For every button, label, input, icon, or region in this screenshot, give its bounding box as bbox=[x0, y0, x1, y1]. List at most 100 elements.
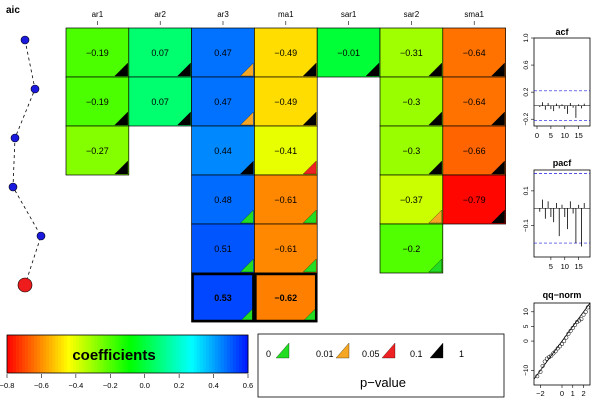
colorbar-stripe bbox=[88, 335, 92, 373]
coef-cell: 0.47 bbox=[191, 27, 255, 78]
column-header-ar2: ar2 bbox=[154, 10, 166, 19]
pvalue-triangle bbox=[428, 111, 442, 126]
colorbar-stripe bbox=[154, 335, 159, 373]
colorbar-stripe bbox=[157, 335, 162, 373]
colorbar-stripe bbox=[163, 335, 168, 373]
coef-cell: −0.19 bbox=[65, 27, 130, 78]
colorbar-stripe bbox=[226, 335, 231, 373]
pvalue-swatch bbox=[335, 342, 350, 359]
aic-panel: aic bbox=[6, 5, 46, 293]
pvalue-triangle bbox=[302, 258, 317, 273]
colorbar-stripe bbox=[94, 335, 98, 373]
colorbar-stripe bbox=[112, 335, 116, 373]
qq-reference-line bbox=[533, 302, 591, 380]
coef-value: −0.31 bbox=[400, 48, 423, 58]
colorbar-stripe bbox=[103, 335, 107, 373]
qq-ytick-label: −10 bbox=[523, 364, 530, 375]
coef-value: 0.48 bbox=[214, 195, 232, 205]
coef-cell-fill bbox=[442, 174, 506, 225]
coef-value: 0.44 bbox=[214, 146, 232, 156]
coef-value: −0.19 bbox=[86, 48, 109, 58]
colorbar-stripe bbox=[67, 335, 71, 373]
colorbar-stripe bbox=[22, 335, 26, 373]
qq-point bbox=[564, 335, 569, 340]
qq-xtick-label: 2 bbox=[581, 389, 585, 398]
coef-cell: 0.47 bbox=[191, 76, 255, 127]
acf_panel-xtick-label: 10 bbox=[561, 131, 569, 140]
acf_panel-xtick-label: 0 bbox=[535, 131, 539, 140]
qq-point bbox=[535, 374, 540, 379]
coef-cell-fill bbox=[65, 125, 130, 176]
colorbar-tick-label: −0.8 bbox=[0, 381, 14, 390]
colorbar-stripe bbox=[241, 335, 246, 373]
qq-point bbox=[579, 317, 584, 322]
qq-point bbox=[562, 339, 567, 344]
colorbar-stripe bbox=[244, 335, 249, 373]
acf_panel-ytick-label: 0.6 bbox=[523, 60, 530, 69]
qq-point bbox=[585, 305, 590, 310]
colorbar-stripe bbox=[55, 335, 59, 373]
coef-cell: −0.64 bbox=[442, 27, 506, 78]
coef-value: −0.19 bbox=[86, 97, 109, 107]
colorbar-stripe bbox=[64, 335, 68, 373]
colorbar-stripe bbox=[61, 335, 65, 373]
qq-ytick-label: 5 bbox=[523, 324, 530, 328]
aic-point bbox=[20, 35, 30, 45]
qq-point bbox=[559, 341, 565, 347]
colorbar-stripe bbox=[13, 335, 17, 373]
pacf_panel-ytick-label: 0.1 bbox=[523, 186, 530, 195]
colorbar-stripe bbox=[118, 335, 122, 373]
colorbar-tick-label: 0.0 bbox=[139, 381, 149, 390]
pvalue-triangle bbox=[365, 62, 380, 77]
pvalue-triangle bbox=[302, 209, 317, 224]
column-header-ar1: ar1 bbox=[92, 10, 104, 19]
qq-point bbox=[551, 351, 556, 356]
colorbar-stripe bbox=[16, 335, 20, 373]
column-header-sar2: sar2 bbox=[404, 10, 420, 19]
coef-cell-fill bbox=[128, 76, 192, 127]
acf_panel-ytick-label: 0.2 bbox=[523, 87, 530, 96]
pvalue-triangle bbox=[491, 111, 505, 126]
qq-ytick-label: 0 bbox=[523, 339, 530, 343]
coef-value: 0.53 bbox=[214, 293, 232, 303]
coef-cell: −0.61 bbox=[254, 174, 318, 225]
aic-point bbox=[36, 231, 46, 241]
qq-point bbox=[566, 331, 571, 336]
coef-value: 0.47 bbox=[214, 97, 232, 107]
colorbar-stripe bbox=[127, 335, 131, 373]
colorbar-stripe bbox=[58, 335, 62, 373]
coef-cell: 0.44 bbox=[191, 125, 255, 176]
colorbar-tick-label: 0.6 bbox=[243, 381, 253, 390]
coef-value: −0.01 bbox=[337, 48, 360, 58]
coef-cell: 0.53 bbox=[191, 272, 255, 323]
coef-cell: −0.66 bbox=[442, 125, 506, 176]
qq-point bbox=[538, 369, 543, 374]
pacf_panel-xtick-label: 15 bbox=[574, 262, 582, 271]
column-header-sar1: sar1 bbox=[341, 10, 357, 19]
coef-value: −0.37 bbox=[400, 195, 423, 205]
acf-panel: acf −0.2 0.2 0.6 1.0 0 5 10 15 bbox=[523, 27, 591, 140]
pvalue-triangle bbox=[114, 62, 128, 77]
pvalue-title: p−value bbox=[360, 375, 406, 390]
colorbar-stripe bbox=[70, 335, 74, 373]
colorbar-stripe bbox=[28, 335, 32, 373]
pvalue-triangle bbox=[240, 209, 254, 224]
colorbar-stripe bbox=[205, 335, 210, 373]
colorbar-stripe bbox=[169, 335, 174, 373]
coef-value: −0.66 bbox=[463, 146, 486, 156]
colorbar-stripe bbox=[181, 335, 186, 373]
colorbar-stripe bbox=[79, 335, 83, 373]
column-header-ma1: ma1 bbox=[278, 10, 294, 19]
colorbar-stripe bbox=[73, 335, 77, 373]
coef-cell-fill bbox=[65, 76, 130, 127]
coef-value: −0.49 bbox=[274, 48, 297, 58]
colorbar-stripe bbox=[142, 335, 146, 373]
colorbar-stripe bbox=[97, 335, 101, 373]
coef-cell: −0.19 bbox=[65, 76, 130, 127]
acf_panel-xtick-label: 5 bbox=[549, 131, 553, 140]
qq-point bbox=[547, 355, 552, 360]
coef-cell: −0.62 bbox=[254, 272, 318, 323]
coef-value: −0.79 bbox=[463, 195, 486, 205]
colorbar-stripe bbox=[136, 335, 140, 373]
